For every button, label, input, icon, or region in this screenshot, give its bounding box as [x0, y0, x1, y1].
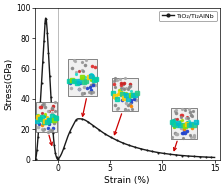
- X-axis label: Strain (%): Strain (%): [104, 176, 150, 185]
- FancyBboxPatch shape: [112, 78, 138, 111]
- Legend: TiO₂/Ti₂AlNb: TiO₂/Ti₂AlNb: [159, 11, 217, 21]
- FancyBboxPatch shape: [171, 108, 197, 139]
- Y-axis label: Stress(GPa): Stress(GPa): [4, 58, 13, 110]
- FancyBboxPatch shape: [68, 59, 97, 96]
- FancyBboxPatch shape: [36, 102, 57, 132]
